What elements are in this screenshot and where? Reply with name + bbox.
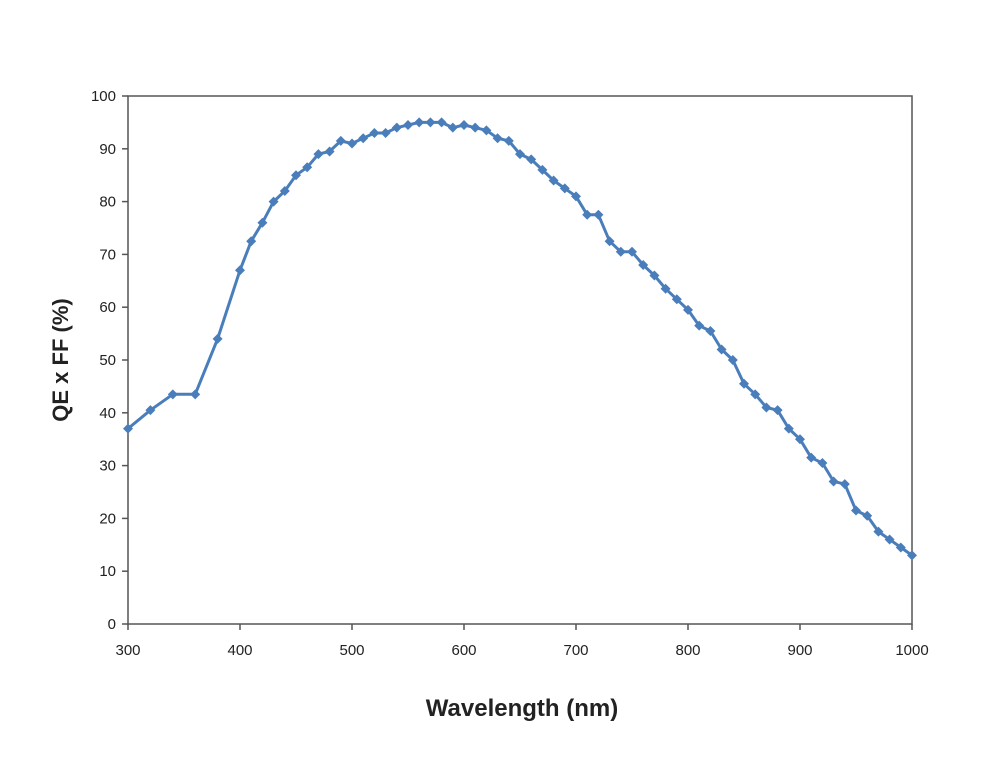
data-point-marker [414,117,425,128]
data-point-marker [459,120,469,131]
data-point-marker [257,217,268,228]
data-point-marker [851,505,861,516]
plot-area-frame [127,95,913,625]
x-tick-label: 700 [563,642,588,659]
data-point-marker [481,125,492,136]
data-point-marker [817,457,828,468]
data-point-marker [302,162,313,173]
x-axis: 300 400 500 600 700 800 900 1000 [115,624,929,659]
data-point-marker [492,133,503,144]
data-point-marker [671,294,682,305]
data-point-marker [694,320,705,331]
data-point-marker [727,355,738,365]
data-point-marker [873,526,884,537]
data-point-marker [279,186,290,197]
data-point-marker [235,265,245,276]
data-point-marker [739,378,749,389]
data-point-marker [313,149,324,160]
data-point-marker [582,209,593,220]
data-point-marker [246,236,257,247]
x-tick-label: 500 [339,642,364,659]
data-point-marker [604,236,615,247]
data-point-marker [123,423,133,434]
data-point-marker [716,344,727,355]
data-point-marker [750,389,761,400]
y-tick-label: 30 [99,458,116,475]
data-point-marker [358,133,369,144]
data-point-marker [190,389,201,400]
data-point-marker [335,135,346,146]
data-point-marker [593,209,604,220]
data-point-marker [291,170,301,181]
data-point-marker [862,510,873,521]
y-tick-label: 20 [99,510,116,527]
x-tick-label: 1000 [895,642,928,659]
data-point-marker [369,127,380,138]
y-axis: 0 10 20 30 40 50 60 70 80 90 100 [91,88,128,633]
data-point-marker [268,196,279,207]
y-tick-label: 10 [99,563,116,580]
x-tick-label: 300 [115,642,140,659]
data-point-marker [895,542,906,553]
data-point-marker [884,534,895,545]
data-point-marker [660,283,671,294]
data-point-marker [391,122,402,133]
x-tick-label: 400 [227,642,252,659]
data-point-marker [705,325,716,336]
data-point-marker [503,135,514,146]
y-tick-label: 50 [99,352,116,369]
data-point-marker [515,149,525,160]
data-point-marker [548,175,559,186]
data-point-marker [638,259,649,270]
y-tick-label: 60 [99,299,116,316]
data-point-marker [403,120,413,131]
data-point-marker [839,479,850,490]
x-tick-label: 900 [787,642,812,659]
data-point-marker [167,389,178,400]
data-point-marker [436,117,447,128]
data-point-marker [447,122,458,133]
data-point-marker [380,127,391,138]
data-point-marker [806,452,817,463]
y-tick-label: 90 [99,141,116,158]
data-point-marker [526,154,537,165]
data-point-marker [470,122,481,133]
y-tick-label: 100 [91,88,116,105]
data-point-marker [907,550,917,561]
data-point-marker [772,405,783,416]
data-point-marker [828,476,839,487]
data-point-marker [145,405,156,416]
x-tick-label: 600 [451,642,476,659]
data-point-marker [615,246,626,257]
y-tick-label: 70 [99,246,116,263]
data-point-marker [649,270,660,281]
data-point-marker [324,146,335,157]
data-point-marker [761,402,772,413]
y-tick-label: 40 [99,405,116,422]
data-point-marker [559,183,570,194]
data-point-marker [795,434,805,445]
data-point-marker [683,304,693,315]
data-point-marker [212,333,223,344]
y-tick-label: 0 [108,616,116,633]
series-markers [123,117,917,561]
series-line [127,120,913,557]
data-point-marker [627,246,637,257]
data-point-marker [537,164,548,175]
x-axis-label: Wavelength (nm) [426,695,618,722]
data-point-marker [783,423,794,434]
x-tick-label: 800 [675,642,700,659]
data-point-marker [347,138,357,149]
y-axis-label: QE x FF (%) [48,298,73,421]
y-tick-label: 80 [99,194,116,211]
data-point-marker [571,191,581,202]
data-point-marker [425,117,436,128]
